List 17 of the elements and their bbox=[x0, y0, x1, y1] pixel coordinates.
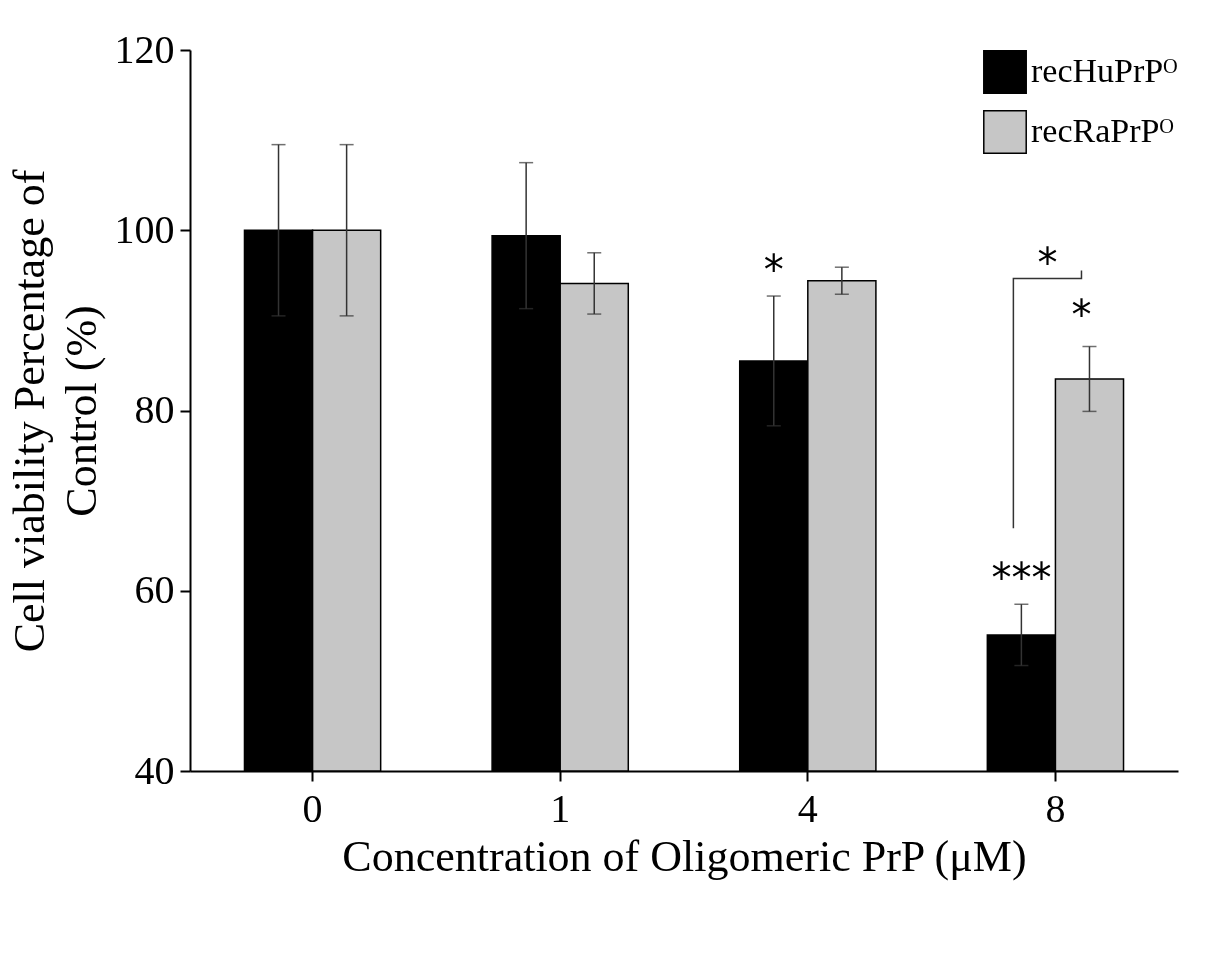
x-tick-label: 1 bbox=[550, 785, 571, 831]
y-tick-label: 100 bbox=[114, 206, 175, 252]
y-tick-label: 60 bbox=[134, 567, 175, 613]
y-tick-label: 40 bbox=[134, 747, 175, 793]
y-axis-title: Cell viability Percentage of Control (%) bbox=[4, 169, 106, 653]
x-tick-label: 0 bbox=[302, 785, 323, 831]
annotation: * bbox=[763, 247, 784, 294]
annotation: * bbox=[1037, 239, 1058, 286]
y-tick-label: 80 bbox=[134, 387, 175, 432]
legend-label: recHuPrPᴼ bbox=[1031, 52, 1178, 89]
x-tick-label: 4 bbox=[797, 785, 818, 831]
annotation: *** bbox=[991, 555, 1052, 602]
y-tick-label: 120 bbox=[114, 26, 175, 72]
annotation: * bbox=[1071, 291, 1092, 338]
x-tick-label: 8 bbox=[1045, 785, 1066, 831]
legend-label: recRaPrPᴼ bbox=[1031, 112, 1174, 149]
x-axis-title: Concentration of Oligomeric PrP (μM) bbox=[342, 831, 1027, 881]
